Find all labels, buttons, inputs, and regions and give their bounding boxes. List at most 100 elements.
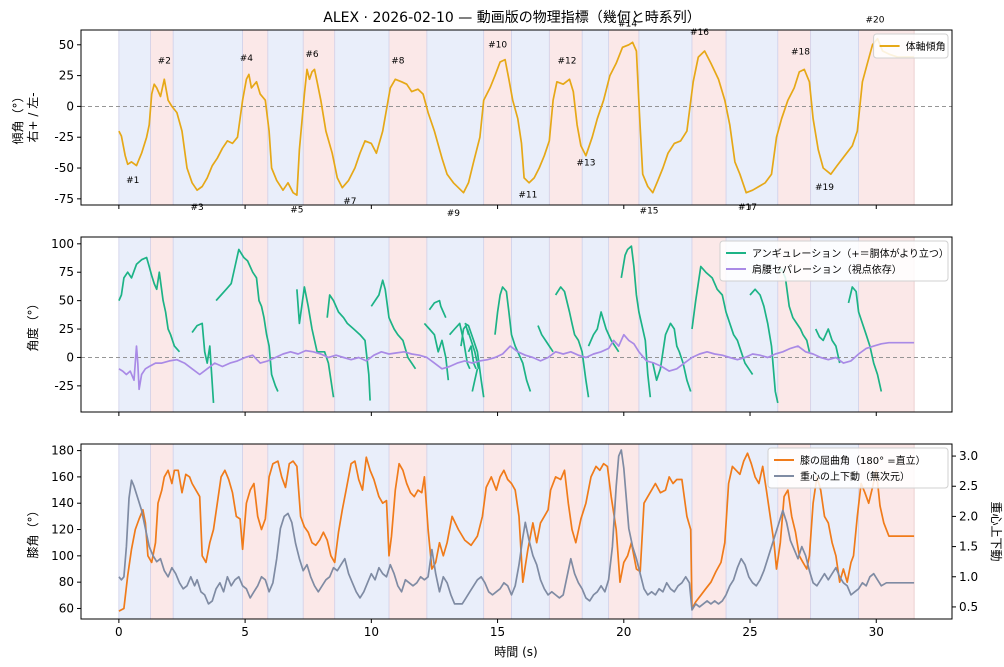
turn-label: #14 bbox=[618, 19, 637, 29]
y-tick-label: 25 bbox=[59, 69, 74, 83]
phase-band-blue bbox=[118, 30, 151, 205]
phase-band-red bbox=[549, 237, 583, 412]
series-group bbox=[118, 245, 915, 404]
turn-label: #4 bbox=[240, 54, 254, 64]
legend: 膝の屈曲角（180° =直立） 重心の上下動（無次元） bbox=[767, 447, 949, 489]
series-line-angulation bbox=[467, 345, 477, 370]
legend-label: 肩腰セパレーション（視点依存） bbox=[752, 263, 902, 276]
phase-band-red bbox=[303, 30, 335, 205]
phase-band-blue bbox=[173, 30, 243, 205]
phase-band-blue bbox=[173, 444, 243, 619]
series-line-angulation bbox=[118, 256, 181, 353]
plot-frame bbox=[80, 29, 953, 206]
y-tick-label: -50 bbox=[54, 161, 74, 175]
phase-band-blue bbox=[426, 30, 484, 205]
series-line-angulation bbox=[620, 245, 652, 398]
angles-panel: -25 0 25 50 75 100 角度（°） アンギュレーション（+＝胴体がより立つ） 肩腰… bbox=[25, 236, 953, 416]
turn-label: #7 bbox=[343, 197, 356, 207]
legend-label: 重心の上下動（無次元） bbox=[800, 470, 910, 483]
phase-bands bbox=[118, 30, 915, 205]
plot-frame bbox=[80, 236, 953, 413]
phase-band-blue bbox=[638, 30, 692, 205]
x-tick-label: 15 bbox=[490, 625, 505, 639]
y-tick-label: 120 bbox=[51, 523, 74, 537]
phase-bands bbox=[118, 237, 915, 412]
series-line-separation bbox=[118, 333, 915, 391]
y-tick-label: 60 bbox=[59, 601, 74, 615]
phase-band-red bbox=[389, 237, 427, 412]
legend-box bbox=[767, 447, 949, 489]
turn-label: #19 bbox=[815, 183, 834, 193]
turn-label: #8 bbox=[391, 56, 405, 66]
legend-box bbox=[719, 240, 949, 282]
legend: 体軸傾角 bbox=[873, 33, 949, 59]
phase-band-blue bbox=[582, 30, 609, 205]
series-line-angulation bbox=[215, 248, 279, 392]
series-line-angulation bbox=[554, 286, 590, 398]
y-tick-label: -75 bbox=[54, 192, 74, 206]
phase-band-blue bbox=[511, 444, 550, 619]
series-line-angulation bbox=[537, 325, 554, 353]
legend-label: アンギュレーション（+＝胴体がより立つ） bbox=[752, 247, 949, 260]
phase-band-red bbox=[150, 30, 174, 205]
x-tick-label: 0 bbox=[115, 625, 123, 639]
phase-band-red bbox=[483, 444, 512, 619]
y-right-tick-label: 0.5 bbox=[959, 600, 978, 614]
y-axis-label: 角度（°） bbox=[25, 297, 40, 351]
y-tick-label: 25 bbox=[59, 322, 74, 336]
phase-band-red bbox=[242, 444, 268, 619]
tilt-panel: #1 #2 #3 #4 #5 #6 #7 #8 #9 #10 #11 #12 #13 #14 #15 #16 #… bbox=[11, 16, 953, 219]
series-line-angulation bbox=[471, 368, 479, 392]
turn-label: #11 bbox=[518, 191, 537, 201]
series-line-angulation bbox=[587, 311, 620, 353]
turn-label: #3 bbox=[190, 203, 203, 213]
y-tick-label: 100 bbox=[51, 237, 74, 251]
phase-band-red bbox=[691, 30, 727, 205]
y-tick-label: 0 bbox=[66, 350, 74, 364]
phase-band-red bbox=[691, 444, 727, 619]
series-group bbox=[118, 449, 915, 612]
series-line-angulation bbox=[814, 328, 841, 364]
series-line-angulation bbox=[691, 265, 754, 375]
x-axis-label: 時間 (s) bbox=[494, 645, 537, 659]
phase-band-blue bbox=[334, 237, 390, 412]
series-line-angulation bbox=[464, 322, 485, 398]
phase-band-blue bbox=[638, 237, 692, 412]
series-line-angulation bbox=[494, 286, 532, 392]
y-right-tick-label: 3.0 bbox=[959, 449, 978, 463]
turn-label: #9 bbox=[447, 209, 461, 219]
y-tick-label: 80 bbox=[59, 575, 74, 589]
y-tick-label: 180 bbox=[51, 444, 74, 458]
y-axis-label: 傾角（°） bbox=[11, 90, 25, 144]
phase-band-red bbox=[242, 30, 268, 205]
phase-band-red bbox=[242, 237, 268, 412]
legend: アンギュレーション（+＝胴体がより立つ） 肩腰セパレーション（視点依存） bbox=[719, 240, 949, 282]
series-line-angulation bbox=[428, 299, 447, 319]
phase-band-blue bbox=[334, 444, 390, 619]
y-right-tick-label: 1.5 bbox=[959, 540, 978, 554]
y-right-tick-label: 1.0 bbox=[959, 570, 978, 584]
phase-band-blue bbox=[118, 237, 151, 412]
turn-label: #12 bbox=[557, 56, 576, 66]
x-tick-label: 10 bbox=[364, 625, 379, 639]
turn-label: #6 bbox=[305, 50, 319, 60]
y-tick-label: 75 bbox=[59, 265, 74, 279]
turn-label: #5 bbox=[290, 205, 303, 215]
y-axis-label: 右+ / 左- bbox=[25, 92, 40, 142]
phase-band-red bbox=[483, 30, 512, 205]
series-line-tilt bbox=[118, 37, 915, 196]
turn-label: #10 bbox=[488, 40, 507, 50]
series-line-angulation bbox=[191, 322, 215, 403]
phase-band-blue bbox=[426, 237, 484, 412]
y-tick-label: 50 bbox=[59, 38, 74, 52]
phase-band-red bbox=[549, 444, 583, 619]
knee-panel: 0 5 10 15 20 25 30 60 80 100 120 140 160 180 0.5 1.0 1.5… bbox=[26, 443, 1003, 639]
series-line-angulation bbox=[847, 286, 883, 392]
series-line-angulation bbox=[749, 288, 779, 404]
series-group bbox=[118, 37, 915, 196]
y-tick-label: -25 bbox=[54, 130, 74, 144]
y-axis-label: 膝角（°） bbox=[26, 504, 40, 558]
turn-label: #15 bbox=[640, 207, 659, 217]
series-line-com bbox=[118, 449, 915, 611]
phase-band-blue bbox=[810, 30, 859, 205]
